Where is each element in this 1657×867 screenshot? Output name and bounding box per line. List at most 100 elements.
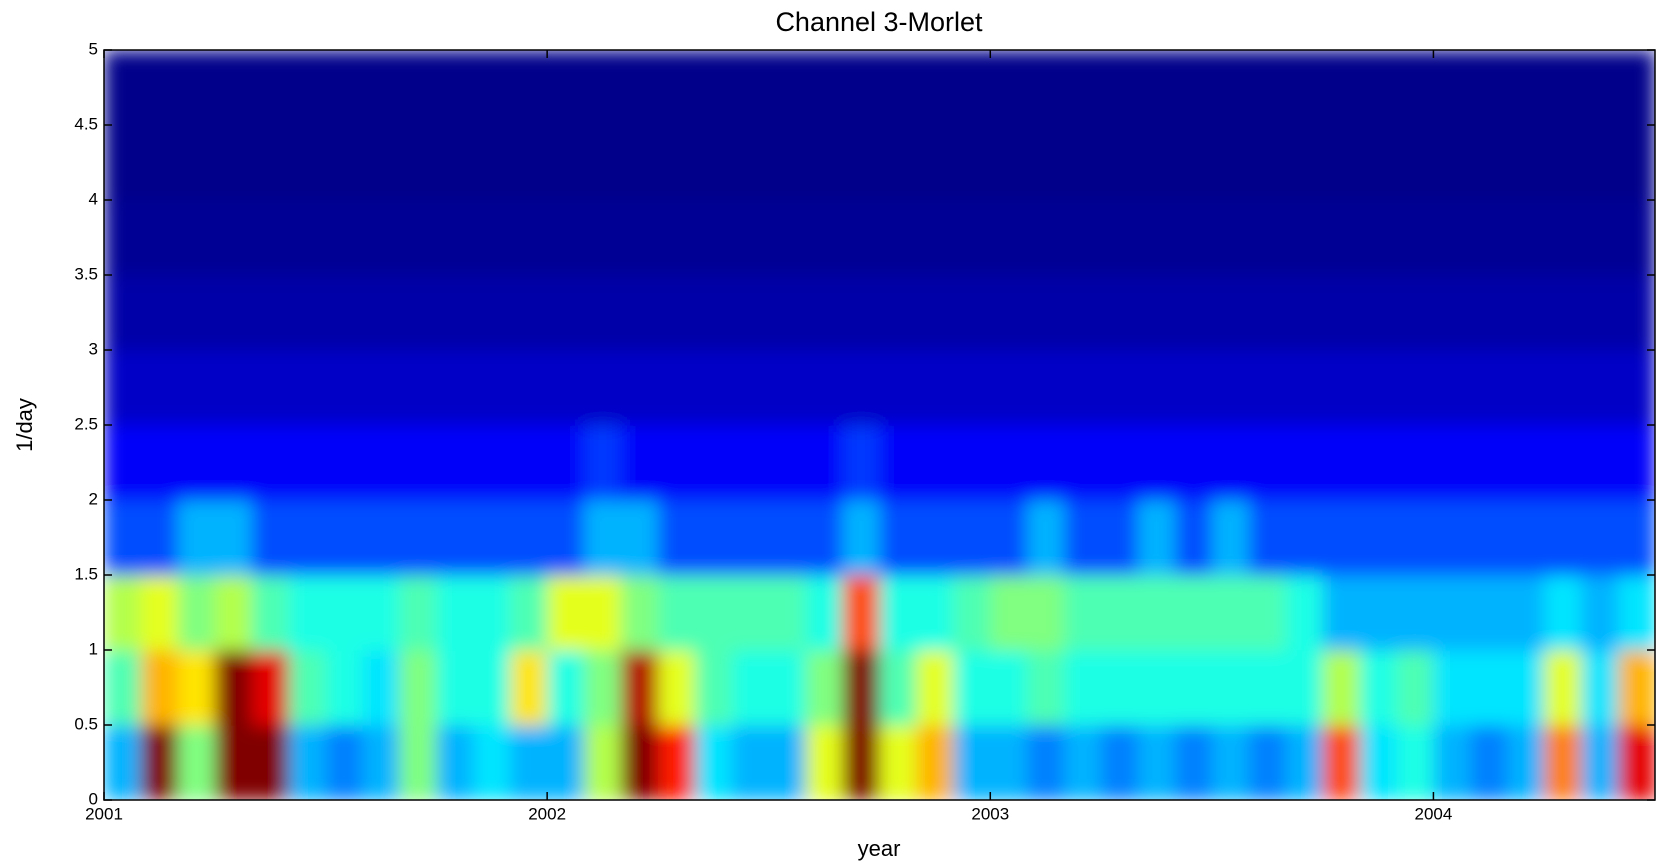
heatmap-cell (547, 50, 585, 126)
heatmap-cell (214, 575, 253, 651)
heatmap-cell (1618, 200, 1655, 276)
heatmap-cell (657, 425, 696, 501)
heatmap-cell (473, 50, 511, 126)
heatmap-cell (362, 350, 401, 426)
heatmap-cell (1064, 50, 1102, 126)
heatmap-cell (436, 350, 474, 426)
heatmap-cell (1618, 650, 1655, 726)
heatmap-cell (584, 200, 622, 276)
heatmap-cell (1433, 725, 1471, 800)
heatmap-cell (768, 50, 807, 126)
heatmap-cell (1322, 200, 1361, 276)
heatmap-cell (1470, 200, 1508, 276)
heatmap-cell (362, 200, 401, 276)
heatmap-cell (547, 350, 585, 426)
heatmap-cell (288, 50, 327, 126)
heatmap-cell (1211, 275, 1250, 351)
heatmap-cell (584, 425, 622, 501)
heatmap-cell (1285, 725, 1324, 800)
heatmap-cell (694, 650, 733, 726)
x-axis-label: year (858, 836, 901, 861)
heatmap-cell (584, 50, 622, 126)
y-tick-label: 3.5 (74, 264, 98, 283)
heatmap-cell (325, 725, 364, 800)
heatmap-cell (1248, 725, 1287, 800)
heatmap-cell (916, 50, 954, 126)
heatmap-cell (584, 500, 622, 576)
axes: 0 0.5 1 1.5 2 2.5 3 3.5 4 4.5 5 2001 2002 2003 2004 (74, 39, 1656, 823)
heatmap-cell (584, 575, 622, 651)
heatmap-cell (879, 125, 918, 201)
heatmap-cell (399, 425, 437, 501)
heatmap-cell (1359, 425, 1398, 501)
heatmap-cell (657, 500, 696, 576)
heatmap-cell (1359, 50, 1398, 126)
heatmap-cell (140, 425, 179, 501)
heatmap-cell (473, 650, 511, 726)
heatmap-cell (1027, 500, 1065, 576)
heatmap-cell (1285, 50, 1324, 126)
heatmap-cell (1433, 275, 1471, 351)
heatmap-cell (805, 50, 844, 126)
heatmap-cell (1027, 575, 1065, 651)
heatmap-cell (621, 500, 659, 576)
heatmap-cell (1322, 575, 1361, 651)
heatmap-cell (325, 500, 364, 576)
heatmap-cell (436, 650, 474, 726)
heatmap-cell (731, 725, 770, 800)
heatmap-cell (140, 350, 179, 426)
heatmap-cell (104, 125, 142, 201)
heatmap-cell (1322, 275, 1361, 351)
heatmap-cell (510, 575, 548, 651)
heatmap-cell (251, 500, 290, 576)
heatmap-cell (879, 575, 918, 651)
heatmap-cell (657, 200, 696, 276)
heatmap-cell (1027, 350, 1065, 426)
heatmap-cell (1396, 125, 1435, 201)
heatmap-cell (214, 200, 253, 276)
heatmap-cell (805, 500, 844, 576)
heatmap-cell (1027, 275, 1065, 351)
heatmap-cell (325, 575, 364, 651)
heatmap-cell (177, 350, 216, 426)
heatmap-cell (140, 200, 179, 276)
heatmap-cell (1101, 350, 1139, 426)
heatmap-cell (621, 50, 659, 126)
heatmap-cell (953, 650, 991, 726)
heatmap-cell (1027, 125, 1065, 201)
heatmap-cell (1618, 50, 1655, 126)
heatmap-cell (1174, 350, 1213, 426)
heatmap-cell (1101, 275, 1139, 351)
heatmap-cell (1433, 200, 1471, 276)
heatmap-cell (1433, 50, 1471, 126)
heatmap-cell (1211, 500, 1250, 576)
heatmap-cell (1433, 350, 1471, 426)
heatmap-cell (1101, 575, 1139, 651)
heatmap-cell (1174, 125, 1213, 201)
heatmap-cell (953, 725, 991, 800)
heatmap-cell (953, 575, 991, 651)
heatmap-cell (1618, 275, 1655, 351)
heatmap-cell (362, 575, 401, 651)
heatmap-cell (805, 575, 844, 651)
heatmap-cell (1396, 350, 1435, 426)
heatmap-cell (1285, 500, 1324, 576)
heatmap-cell (916, 275, 954, 351)
heatmap-cell (842, 425, 881, 501)
heatmap-cell (251, 200, 290, 276)
heatmap-cell (1211, 650, 1250, 726)
heatmap-cell (1064, 275, 1102, 351)
heatmap-cell (1027, 50, 1065, 126)
heatmap-cell (1101, 500, 1139, 576)
heatmap-cell (1581, 50, 1619, 126)
heatmap-cell (436, 200, 474, 276)
heatmap-cell (1064, 500, 1102, 576)
heatmap-cell (104, 275, 142, 351)
heatmap-cell (621, 650, 659, 726)
heatmap-cell (621, 350, 659, 426)
heatmap-cell (104, 50, 142, 126)
heatmap-cell (731, 50, 770, 126)
heatmap-cell (214, 125, 253, 201)
heatmap-cell (768, 425, 807, 501)
heatmap-cell (325, 200, 364, 276)
